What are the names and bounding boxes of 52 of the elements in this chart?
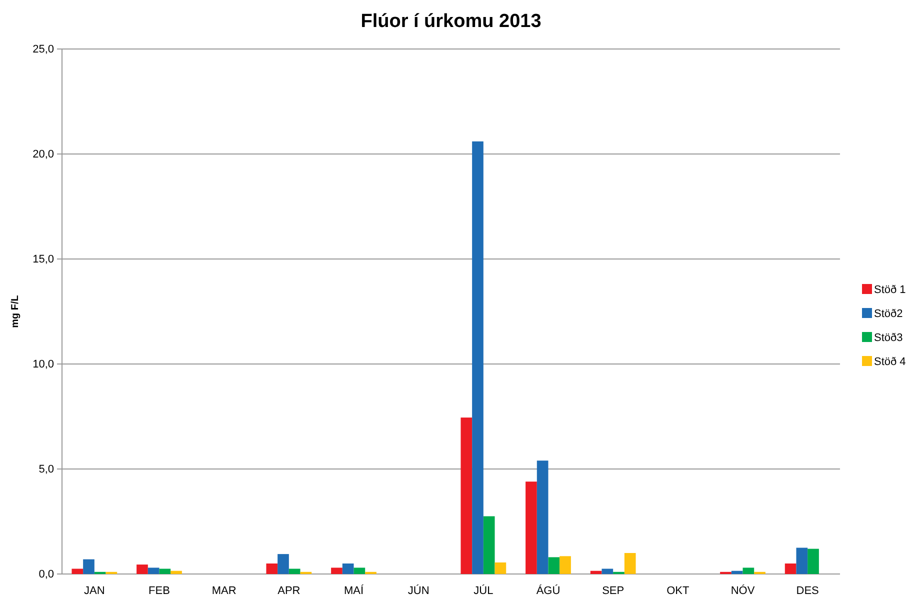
bar: [148, 568, 160, 574]
y-tick-label: 15,0: [32, 254, 54, 266]
y-tick-label: 5,0: [38, 464, 54, 476]
bar: [590, 570, 602, 574]
bar: [72, 568, 84, 574]
bar: [602, 568, 614, 574]
x-tick-label: OKT: [666, 584, 690, 597]
legend-label: Stöð 4: [874, 356, 906, 368]
x-tick-label: APR: [278, 584, 300, 597]
legend-label: Stöð2: [874, 308, 903, 320]
bar: [624, 553, 636, 574]
y-tick-label: 25,0: [32, 44, 54, 56]
bar: [472, 141, 484, 574]
bar: [170, 570, 182, 574]
y-tick-label: 10,0: [32, 358, 54, 371]
legend-label: Stöð 1: [874, 284, 906, 296]
bar: [342, 564, 354, 574]
bar: [354, 568, 366, 574]
bar: [83, 559, 94, 574]
chart-title: Flúor í úrkomu 2013: [360, 11, 542, 32]
x-tick-label: DES: [796, 584, 819, 597]
bar: [526, 482, 537, 574]
bar: [278, 554, 289, 574]
bar: [548, 557, 560, 574]
bar: [536, 460, 548, 574]
bar: [288, 568, 300, 574]
bar: [483, 516, 495, 574]
x-tick-label: MAÍ: [344, 584, 364, 597]
legend-label: Stöð3: [874, 332, 903, 344]
bar: [731, 570, 743, 574]
x-tick-label: NÓV: [730, 584, 756, 597]
bar: [742, 568, 754, 574]
x-tick-label: ÁGÚ: [536, 584, 560, 597]
x-tick-label: JÚL: [474, 584, 494, 597]
x-tick-label: FEB: [148, 584, 170, 597]
y-axis-title: mg F/L: [10, 295, 21, 328]
bar: [494, 562, 506, 574]
bar: [560, 556, 571, 574]
x-tick-label: SEP: [602, 584, 624, 597]
bar: [331, 568, 342, 574]
bar: [136, 564, 148, 574]
y-tick-label: 20,0: [32, 148, 54, 161]
bar: [796, 548, 808, 574]
x-tick-label: JAN: [84, 584, 105, 597]
bar: [808, 548, 819, 574]
bar: [460, 418, 472, 574]
x-tick-label: JÚN: [408, 584, 430, 597]
y-tick-label: 0,0: [38, 568, 54, 581]
bar: [159, 568, 171, 574]
bar: [266, 564, 278, 574]
x-tick-label: MAR: [212, 584, 236, 597]
bar: [784, 564, 796, 574]
